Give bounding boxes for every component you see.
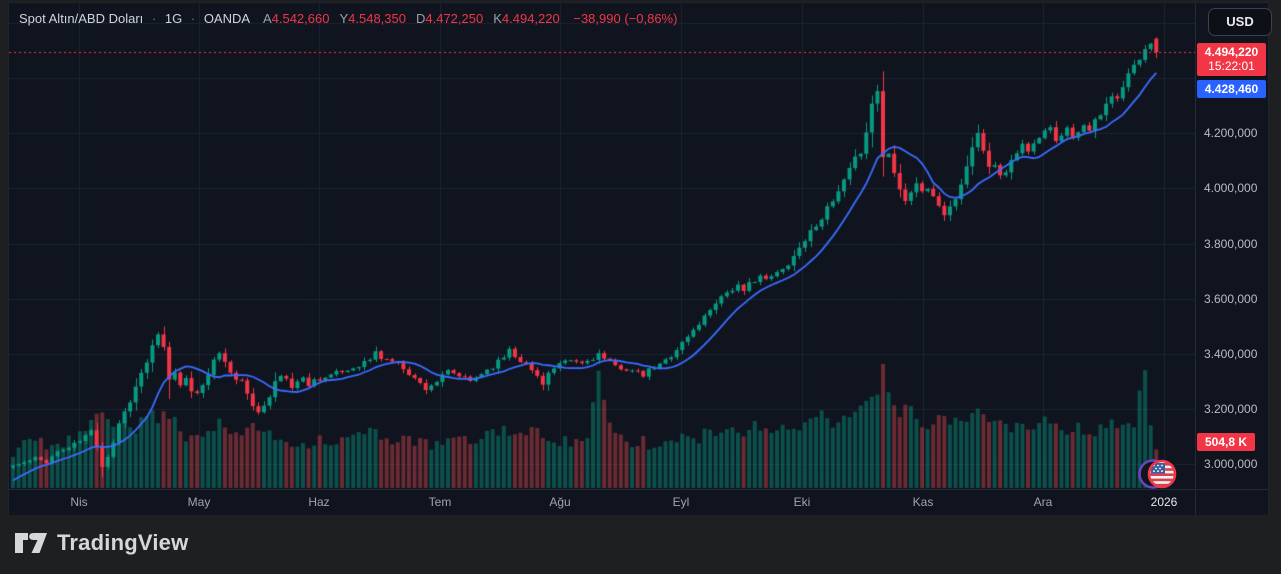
footer-bar: TradingView [0, 515, 1281, 574]
ma-value-badge: 4.428,460 [1197, 80, 1266, 98]
volume-value-badge: 504,8 K [1197, 433, 1255, 451]
price-tick-label: 3.800,000 [1204, 236, 1258, 251]
price-axis-border [1195, 3, 1196, 515]
us-flag-icon [1138, 459, 1177, 489]
ohlc-field-value: 4.548,350 [348, 11, 406, 26]
time-tick-label: Ağu [549, 495, 571, 509]
symbol-legend: Spot Altın/ABD Doları · 1G · OANDA A4.54… [19, 11, 677, 26]
ohlc-field-value: 4.494,220 [501, 11, 560, 26]
symbol-title[interactable]: Spot Altın/ABD Doları [19, 11, 144, 26]
ohlc-field-label: A [262, 11, 272, 26]
time-tick-label: Eyl [672, 495, 690, 509]
interval-label[interactable]: 1G [164, 11, 183, 26]
price-axis[interactable]: 4.494,220 15:22:01 4.428,460 504,8 K 4.2… [1195, 3, 1268, 489]
ohlc-field-value: 4.542,660 [271, 11, 330, 26]
bar-countdown: 15:22:01 [1208, 59, 1255, 73]
ohlc-field-label: K [493, 11, 502, 26]
legend-separator: · [151, 11, 157, 26]
chart-widget: Spot Altın/ABD Doları · 1G · OANDA A4.54… [8, 2, 1272, 516]
price-tick-label: 4.200,000 [1204, 126, 1258, 141]
price-chart-canvas[interactable] [9, 3, 1195, 489]
current-price-badge: 4.494,220 15:22:01 [1197, 43, 1266, 76]
economic-event-flag-marker[interactable] [1137, 455, 1187, 498]
ohlc-values: A4.542,660 Y4.548,350 D4.472,250 K4.494,220 [253, 11, 560, 26]
price-tick-label: 3.200,000 [1204, 402, 1258, 416]
time-axis-border [9, 489, 1268, 490]
tradingview-logo[interactable]: TradingView [14, 530, 188, 556]
time-axis[interactable]: Nis May Haz Tem Ağu Eyl Eki Kas Ara 2026 [9, 490, 1195, 515]
time-tick-label: 2026 [1150, 495, 1178, 509]
time-tick-label: Eki [793, 495, 811, 509]
ohlc-field-label: Y [339, 11, 349, 26]
time-tick-label: Nis [70, 495, 88, 509]
change-label: −38,990 (−0,86%) [573, 11, 678, 26]
exchange-label: OANDA [203, 11, 250, 26]
price-tick-label: 4.000,000 [1204, 181, 1258, 196]
legend-separator: · [190, 11, 196, 26]
time-tick-label: Ara [1033, 495, 1053, 509]
current-price-value: 4.494,220 [1204, 45, 1259, 59]
currency-usd-button[interactable]: USD [1208, 8, 1272, 36]
time-tick-label: Haz [308, 495, 330, 509]
price-tick-label: 3.000,000 [1204, 457, 1258, 472]
ohlc-field-value: 4.472,250 [425, 11, 484, 26]
time-tick-label: Kas [912, 495, 934, 509]
time-tick-label: Tem [428, 495, 452, 509]
tradingview-wordmark: TradingView [57, 530, 189, 555]
tradingview-logo-icon [15, 533, 47, 553]
ohlc-field-label: D [415, 11, 426, 26]
price-tick-label: 3.400,000 [1204, 346, 1258, 361]
time-tick-label: May [187, 495, 211, 509]
price-tick-label: 3.600,000 [1204, 291, 1258, 306]
